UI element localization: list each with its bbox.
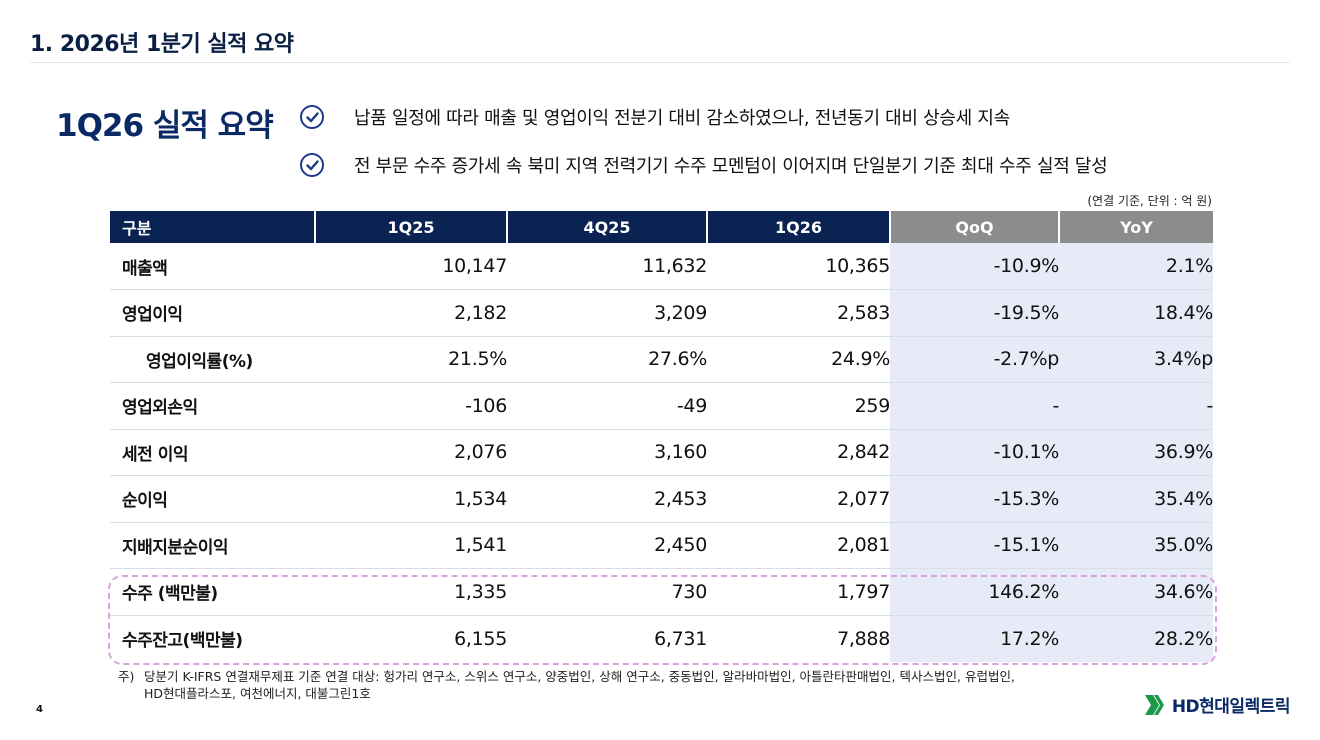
footnote-mark: 주)	[118, 669, 135, 684]
cell-4q25: -49	[507, 382, 707, 430]
cell-1q26: 2,077	[707, 475, 890, 523]
footnote: 주) 당분기 K-IFRS 연결재무제표 기준 연결 대상: 헝가리 연구소, 스…	[118, 668, 1015, 702]
header-1q26: 1Q26	[707, 211, 891, 243]
cell-1q26: 2,081	[707, 522, 890, 569]
header-qoq: QoQ	[890, 211, 1060, 243]
title-divider	[30, 62, 1290, 63]
table-row: 지배지분순이익 1,541 2,450 2,081 -15.1% 35.0%	[110, 522, 1213, 569]
hd-logo-icon	[1144, 694, 1164, 715]
cell-4q25: 730	[507, 568, 707, 616]
cell-yoy: 3.4%p	[1059, 336, 1213, 383]
cell-4q25: 3,160	[507, 429, 707, 476]
summary-heading: 1Q26 실적 요약	[56, 108, 274, 144]
cell-1q26: 24.9%	[707, 336, 890, 383]
cell-yoy: -	[1059, 382, 1213, 430]
cell-yoy: 36.9%	[1059, 429, 1213, 476]
cell-1q25: 1,541	[315, 522, 507, 569]
row-label: 수주잔고(백만불)	[122, 631, 243, 651]
row-label: 지배지분순이익	[110, 522, 315, 569]
header-4q25: 4Q25	[507, 211, 708, 243]
bullet-item: 전 부문 수주 증가세 속 북미 지역 전력기기 수주 모멘텀이 이어지며 단일…	[300, 152, 1108, 178]
cell-1q25: -106	[315, 382, 507, 430]
cell-yoy: 34.6%	[1059, 568, 1213, 616]
table-row: 세전 이익 2,076 3,160 2,842 -10.1% 36.9%	[110, 429, 1213, 476]
cell-qoq: -10.9%	[890, 243, 1059, 290]
table-row: 영업외손익 -106 -49 259 - -	[110, 382, 1213, 430]
cell-qoq: -19.5%	[890, 289, 1059, 337]
row-label: 수주 (백만불)	[110, 568, 315, 616]
company-logo: HD현대일렉트릭	[1144, 692, 1291, 717]
cell-1q25: 10,147	[315, 243, 507, 290]
page-number: 4	[36, 704, 43, 715]
check-circle-icon	[300, 105, 324, 129]
table-row: 영업이익률(%) 21.5% 27.6% 24.9% -2.7%p 3.4%p	[110, 336, 1213, 383]
cell-1q26: 2,583	[707, 289, 890, 337]
cell-qoq: -2.7%p	[890, 336, 1059, 383]
company-name: HD현대일렉트릭	[1171, 697, 1291, 717]
cell-1q25: 2,076	[315, 429, 507, 476]
table-row: 수주 (백만불) 1,335 730 1,797 146.2% 34.6%	[110, 568, 1213, 616]
footnote-line-1: 당분기 K-IFRS 연결재무제표 기준 연결 대상: 헝가리 연구소, 스위스…	[144, 669, 1015, 684]
row-label: 영업이익률(%)	[110, 336, 315, 383]
row-label: 영업외손익	[110, 382, 315, 430]
bullet-item: 납품 일정에 따라 매출 및 영업이익 전분기 대비 감소하였으나, 전년동기 …	[300, 104, 1010, 130]
cell-4q25: 11,632	[507, 243, 707, 290]
table-row: 수주잔고(백만불) 6,155 6,731 7,888 17.2% 28.2%	[110, 615, 1213, 662]
cell-yoy: 28.2%	[1059, 615, 1213, 662]
cell-qoq: 146.2%	[890, 568, 1059, 616]
cell-4q25: 27.6%	[507, 336, 707, 383]
bullet-text: 납품 일정에 따라 매출 및 영업이익 전분기 대비 감소하였으나, 전년동기 …	[354, 108, 1010, 129]
cell-qoq: -10.1%	[890, 429, 1059, 476]
footnote-line-2: HD현대플라스포, 여천에너지, 대불그린1호	[144, 686, 371, 701]
cell-qoq: 17.2%	[890, 615, 1059, 662]
cell-1q25: 2,182	[315, 289, 507, 337]
cell-qoq: -15.1%	[890, 522, 1059, 569]
cell-4q25: 3,209	[507, 289, 707, 337]
cell-yoy: 18.4%	[1059, 289, 1213, 337]
unit-note: (연결 기준, 단위 : 억 원)	[1087, 194, 1212, 208]
header-category: 구분	[110, 211, 316, 243]
header-yoy: YoY	[1059, 211, 1213, 243]
row-label: 매출액	[110, 243, 315, 290]
bullet-text: 전 부문 수주 증가세 속 북미 지역 전력기기 수주 모멘텀이 이어지며 단일…	[354, 156, 1108, 177]
cell-1q26: 1,797	[707, 568, 890, 616]
row-label: 영업이익	[110, 289, 315, 337]
header-1q25: 1Q25	[315, 211, 508, 243]
slide-title: 1. 2026년 1분기 실적 요약	[30, 32, 294, 57]
row-label: 세전 이익	[110, 429, 315, 476]
cell-4q25: 6,731	[654, 627, 707, 650]
table-row: 순이익 1,534 2,453 2,077 -15.3% 35.4%	[110, 475, 1213, 523]
cell-1q26: 7,888	[837, 627, 890, 650]
cell-4q25: 2,453	[507, 475, 707, 523]
table-row: 매출액 10,147 11,632 10,365 -10.9% 2.1%	[110, 243, 1213, 290]
table-header-row: 구분 1Q25 4Q25 1Q26 QoQ YoY	[110, 211, 1213, 243]
cell-yoy: 35.0%	[1059, 522, 1213, 569]
cell-1q26: 2,842	[707, 429, 890, 476]
cell-qoq: -	[890, 382, 1059, 430]
cell-4q25: 2,450	[507, 522, 707, 569]
cell-qoq: -15.3%	[890, 475, 1059, 523]
cell-yoy: 35.4%	[1059, 475, 1213, 523]
check-circle-icon	[300, 153, 324, 177]
table-row: 영업이익 2,182 3,209 2,583 -19.5% 18.4%	[110, 289, 1213, 337]
cell-1q25: 6,155	[454, 627, 507, 650]
cell-1q26: 10,365	[707, 243, 890, 290]
cell-yoy: 2.1%	[1059, 243, 1213, 290]
cell-1q25: 21.5%	[315, 336, 507, 383]
cell-1q25: 1,534	[315, 475, 507, 523]
cell-1q25: 1,335	[315, 568, 507, 616]
row-label: 순이익	[110, 475, 315, 523]
financial-summary-table: 구분 1Q25 4Q25 1Q26 QoQ YoY 매출액 10,147 11,…	[110, 211, 1213, 662]
cell-1q26: 259	[707, 382, 890, 430]
